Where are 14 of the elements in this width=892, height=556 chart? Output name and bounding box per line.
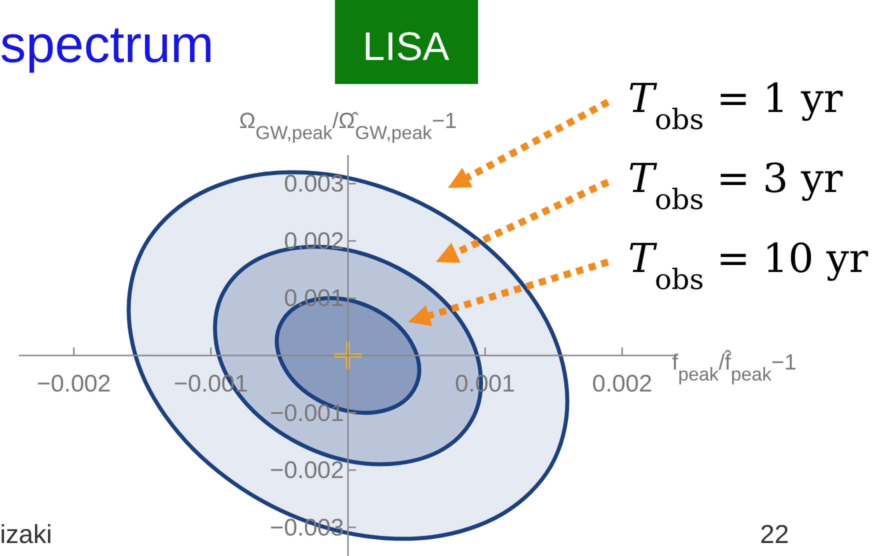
annotation: T$_{obs}$ = 3 yr <box>628 156 844 216</box>
y-tick-label: −0.001 <box>270 400 344 427</box>
text: 22 <box>760 519 789 549</box>
chart-subtitle: LISA <box>362 25 450 69</box>
x-axis-title: f$_{peak}$/f̂$_{peak}$−1 <box>672 348 797 384</box>
y-tick-label: −0.002 <box>270 457 344 484</box>
chart-title: spectrum <box>0 16 214 74</box>
y-tick-label: 0.003 <box>284 170 344 198</box>
text: T$_{obs}$ = 1 yr <box>628 76 844 136</box>
y-axis-title: Ω$_{GW,peak}$/Ω̂$_{GW,peak}$−1 <box>239 108 457 142</box>
annotation: izaki <box>0 519 52 549</box>
x-tick-label: 0.002 <box>592 370 652 398</box>
x-tick-label: −0.002 <box>36 370 111 398</box>
annotation: T$_{obs}$ = 10 yr <box>628 236 869 296</box>
